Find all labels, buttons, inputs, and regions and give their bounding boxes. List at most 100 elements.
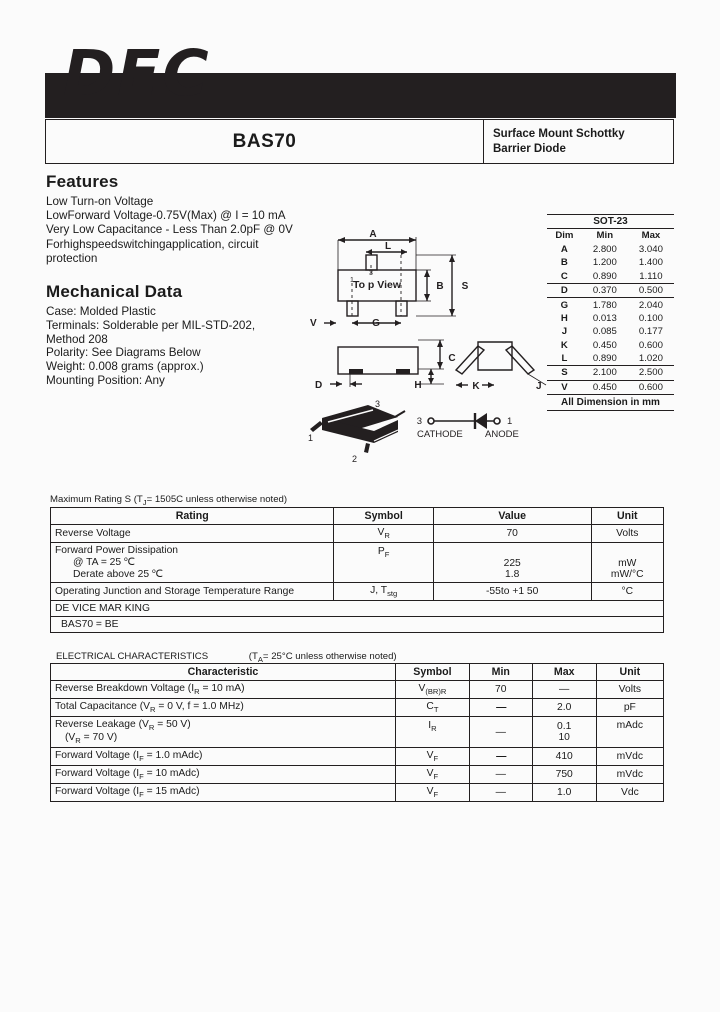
title-row: BAS70 Surface Mount Schottky Barrier Dio…	[45, 119, 674, 164]
logo-layer: DEC	[0, 0, 720, 175]
svg-text:3: 3	[375, 399, 380, 409]
svg-text:S: S	[462, 281, 469, 292]
svg-text:A: A	[369, 229, 376, 240]
package-outline-drawing: A L To p View 1 3 B	[300, 225, 550, 470]
col-unit: Unit	[590, 507, 664, 525]
dim-min: 0.450	[592, 339, 617, 351]
cell-min: —	[468, 765, 533, 785]
dim-key: H	[560, 312, 568, 324]
table-row: C 0.890 1.110	[547, 270, 674, 284]
dim-table-footer: All Dimension in mm	[547, 394, 674, 410]
svg-text:D: D	[315, 380, 322, 391]
cell-max: 0.1 10	[531, 716, 597, 749]
mechanical-heading: Mechanical Data	[46, 282, 183, 302]
dim-key: K	[560, 339, 568, 351]
dim-key: C	[560, 270, 568, 282]
cell-unit: pF	[595, 698, 665, 718]
svg-text:B: B	[436, 281, 443, 292]
cell-value: -55to +1 50	[432, 582, 592, 602]
col-symbol: Symbol	[333, 507, 434, 525]
cell-symbol: V(BR)R	[395, 679, 470, 700]
electrical-characteristics-table: Characteristic Symbol Min Max Unit Rever…	[50, 663, 665, 803]
col-value: Value	[432, 507, 592, 525]
table-row: S 2.100 2.500	[547, 365, 674, 381]
max-ratings-caption-text: Maximum Rating S (T	[50, 494, 143, 505]
table-row: Reverse Leakage (VR = 50 V) (VR = 70 V) …	[50, 716, 665, 749]
cell-max: 750	[531, 765, 597, 785]
dim-col-header: Min	[596, 230, 614, 242]
cell-max: 410	[531, 747, 597, 767]
mechanical-item: Polarity: See Diagrams Below	[46, 346, 201, 360]
cell-symbol: J, Tstg	[333, 582, 434, 602]
dim-max: 0.500	[627, 282, 674, 298]
table-row: Reverse Voltage VR 70 Volts	[49, 523, 664, 544]
electrical-note-pre: (T	[248, 651, 258, 662]
dim-key: G	[547, 297, 582, 312]
table-row: Total Capacitance (VR = 0 V, f = 1.0 MHz…	[50, 698, 665, 718]
dim-key: L	[561, 353, 568, 365]
header-black-bar	[45, 73, 676, 118]
svg-text:ANODE: ANODE	[485, 429, 519, 440]
table-header-row: Characteristic Symbol Min Max Unit	[50, 663, 665, 681]
sot23-dimension-table: SOT-23 Dim Min Max A 2.800 3.040 B 1.200 1.4…	[547, 214, 674, 411]
electrical-note-sub: A	[257, 654, 263, 664]
dim-max: 1.400	[638, 257, 663, 269]
col-rating: Rating	[49, 507, 335, 525]
svg-text:CATHODE: CATHODE	[417, 429, 463, 440]
device-marking-value: BAS70 = BE	[50, 616, 664, 634]
dim-min: 0.890	[592, 270, 617, 282]
cell-rating: Forward Power Dissipation @ TA = 25 ℃ De…	[49, 542, 335, 584]
dim-key: J	[561, 326, 568, 338]
cell-symbol: PF	[333, 542, 434, 584]
max-ratings-caption: Maximum Rating S (TJ= 1505C unless other…	[50, 494, 287, 507]
table-row: Reverse Breakdown Voltage (IR = 10 mA) V…	[50, 679, 665, 700]
dim-key: D	[547, 282, 582, 298]
cell-unit: mVdc	[595, 747, 665, 767]
cell-symbol: VF	[395, 747, 470, 767]
table-row: B 1.200 1.400	[547, 256, 674, 269]
cell-characteristic: Forward Voltage (IF = 15 mAdc)	[50, 783, 396, 803]
cell-symbol: VR	[333, 523, 434, 544]
cell-symbol: IR	[395, 716, 470, 749]
cell-rating: Operating Junction and Storage Temperatu…	[49, 582, 335, 602]
table-row: A 2.800 3.040	[547, 243, 674, 256]
cell-max: 1.0	[531, 783, 597, 803]
dim-max: 0.600	[638, 339, 663, 351]
table-row: J 0.085 0.177	[547, 325, 674, 338]
device-marking-header: DE VICE MAR KING	[50, 600, 664, 618]
col-unit: Unit	[595, 663, 665, 681]
svg-text:To p View: To p View	[353, 279, 402, 291]
dim-key: A	[560, 244, 568, 256]
feature-item: Very Low Capacitance - Less Than 2.0pF @…	[46, 223, 293, 237]
table-row: K 0.450 0.600	[547, 339, 674, 352]
table-row: Forward Voltage (IF = 15 mAdc) VF — 1.0 …	[50, 783, 665, 803]
mechanical-item: Method 208	[46, 332, 108, 346]
electrical-caption: ELECTRICAL CHARACTERISTICS (TA= 25°C unl…	[56, 651, 397, 664]
dim-max: 1.020	[638, 353, 663, 365]
table-row: Forward Power Dissipation @ TA = 25 ℃ De…	[49, 542, 664, 584]
mechanical-item: Terminals: Solderable per MIL-STD-202,	[46, 319, 256, 333]
table-header-row: Rating Symbol Value Unit	[49, 507, 664, 525]
dim-min: 1.780	[581, 297, 628, 312]
dim-col-header: Dim	[555, 230, 574, 242]
cell-value: 225 1.8	[432, 542, 592, 584]
dim-min: 1.200	[592, 257, 617, 269]
col-max: Max	[531, 663, 597, 681]
dim-min: 2.800	[592, 244, 617, 256]
dim-min: 0.450	[581, 379, 628, 395]
product-description-line2: Barrier Diode	[493, 142, 566, 155]
table-row: G 1.780 2.040	[547, 297, 674, 312]
dim-min: 0.370	[581, 282, 628, 298]
dim-key: S	[547, 365, 582, 381]
svg-text:J: J	[536, 381, 542, 392]
svg-text:V: V	[310, 318, 317, 329]
dim-max: 0.100	[638, 312, 663, 324]
cell-min: —	[468, 698, 533, 718]
dim-max: 3.040	[638, 244, 663, 256]
mechanical-item: Case: Molded Plastic	[46, 305, 156, 319]
dim-key: B	[560, 257, 568, 269]
cell-characteristic: Forward Voltage (IF = 10 mAdc)	[50, 765, 396, 785]
cell-characteristic: Total Capacitance (VR = 0 V, f = 1.0 MHz…	[50, 698, 396, 718]
features-heading: Features	[46, 172, 119, 191]
table-row: Operating Junction and Storage Temperatu…	[49, 582, 664, 602]
